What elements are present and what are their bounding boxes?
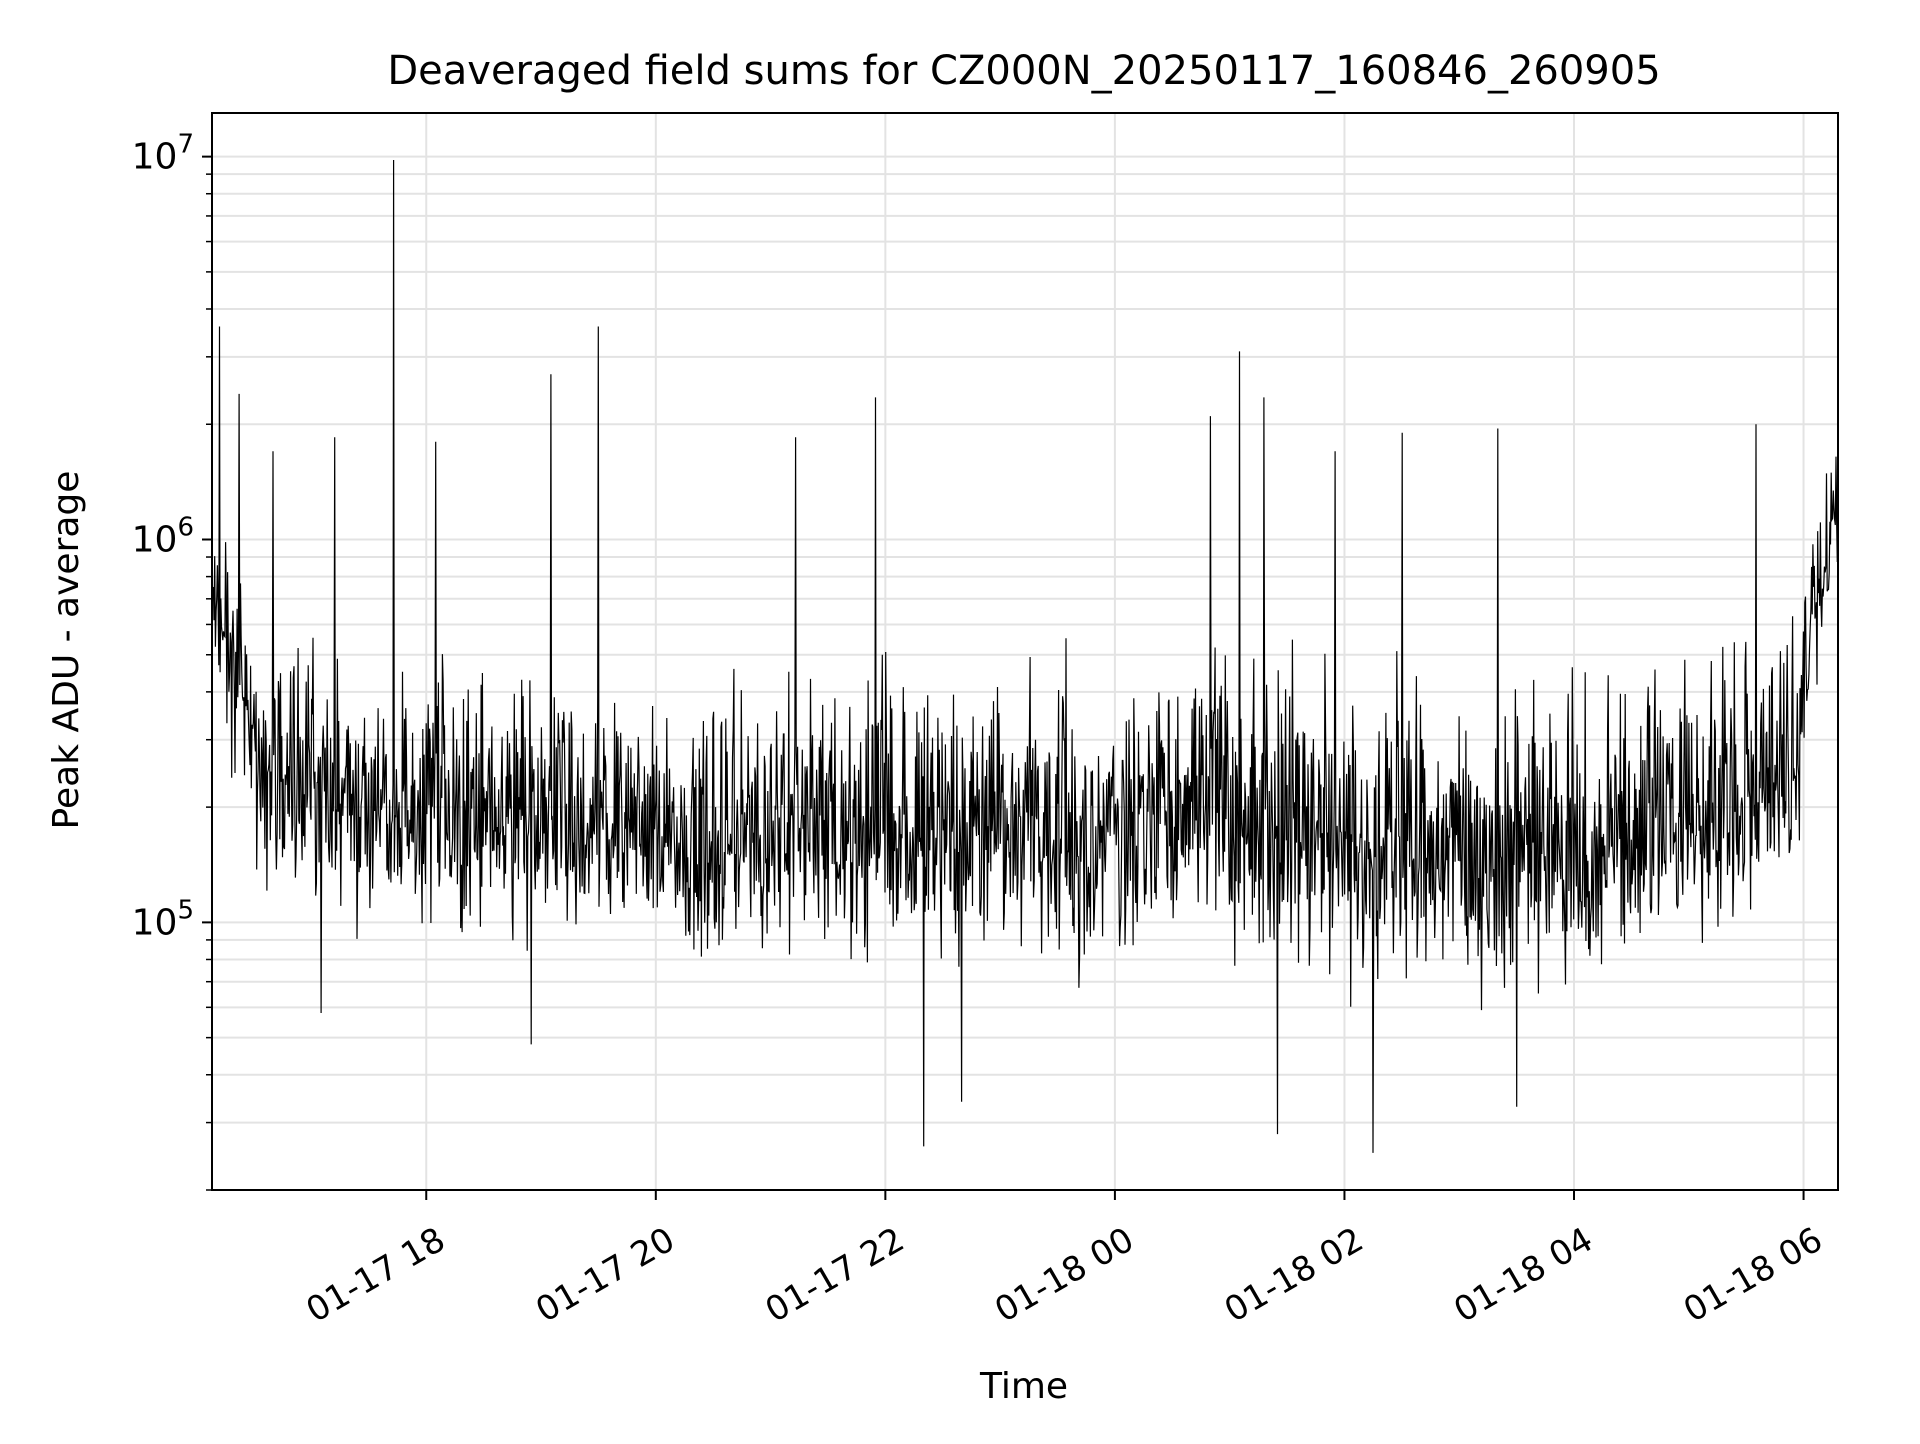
y-tick-exponent: 7 <box>177 130 194 160</box>
plot-frame <box>211 112 1839 1191</box>
y-tick-base: 10 <box>132 902 178 943</box>
y-tick-exponent: 6 <box>177 513 194 543</box>
plot-area <box>211 159 1839 1153</box>
y-tick-base: 10 <box>132 137 178 178</box>
y-axis-label: Peak ADU - average <box>46 471 87 830</box>
chart-title: Deaveraged field sums for CZ000N_2025011… <box>387 48 1660 94</box>
series-line <box>211 159 1839 1153</box>
x-axis-label: Time <box>979 1366 1068 1407</box>
y-tick-label: 105 <box>132 895 194 943</box>
y-tick-label: 106 <box>132 513 194 561</box>
y-tick-base: 10 <box>132 520 178 561</box>
grid <box>212 113 1838 1191</box>
y-tick-label: 107 <box>132 130 194 178</box>
y-tick-exponent: 5 <box>177 895 194 925</box>
